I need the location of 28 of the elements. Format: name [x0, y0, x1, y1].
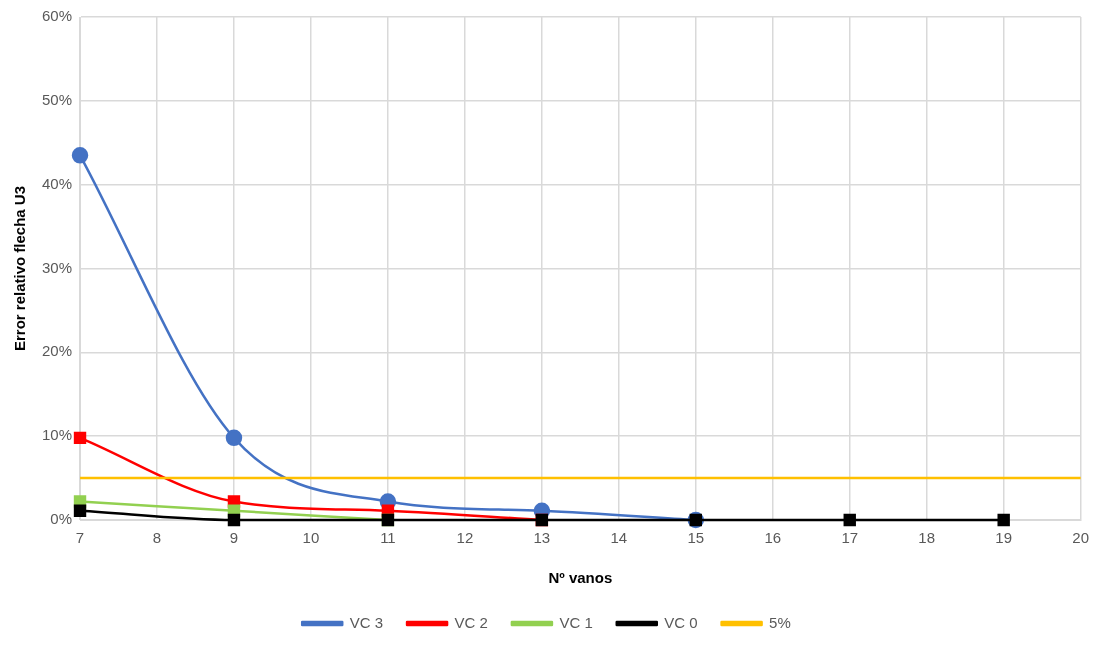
y-tick-label: 30% [41, 258, 73, 276]
y-tick-label: 20% [41, 342, 73, 360]
y-axis-title: Error relativo flecha U3 [11, 185, 29, 352]
x-tick-label: 13 [533, 529, 551, 547]
x-tick-label: 7 [75, 529, 85, 547]
legend-label: VC 1 [559, 613, 593, 631]
legend-label: 5% [769, 613, 791, 631]
x-tick-label: 10 [302, 529, 320, 547]
y-tick-label: 10% [41, 426, 73, 444]
legend-label: VC 0 [664, 613, 698, 631]
x-tick-label: 11 [380, 529, 396, 547]
x-tick-label: 17 [841, 529, 859, 547]
x-tick-label: 19 [995, 529, 1013, 547]
x-tick-label: 20 [1072, 529, 1089, 547]
y-tick-label: 50% [41, 90, 73, 108]
x-tick-label: 18 [918, 529, 936, 547]
x-tick-label: 16 [764, 529, 782, 547]
x-tick-label: 14 [610, 529, 628, 547]
x-tick-label: 15 [687, 529, 705, 547]
y-tick-label: 60% [41, 7, 73, 25]
x-tick-label: 12 [456, 529, 474, 547]
legend-label: VC 2 [454, 613, 488, 631]
legend-label: VC 3 [349, 613, 384, 631]
x-tick-label: 8 [152, 529, 162, 547]
y-tick-label: 0% [50, 510, 73, 528]
y-tick-label: 40% [41, 174, 73, 192]
x-tick-label: 9 [229, 529, 239, 547]
x-axis-title: Nº vanos [548, 569, 613, 587]
